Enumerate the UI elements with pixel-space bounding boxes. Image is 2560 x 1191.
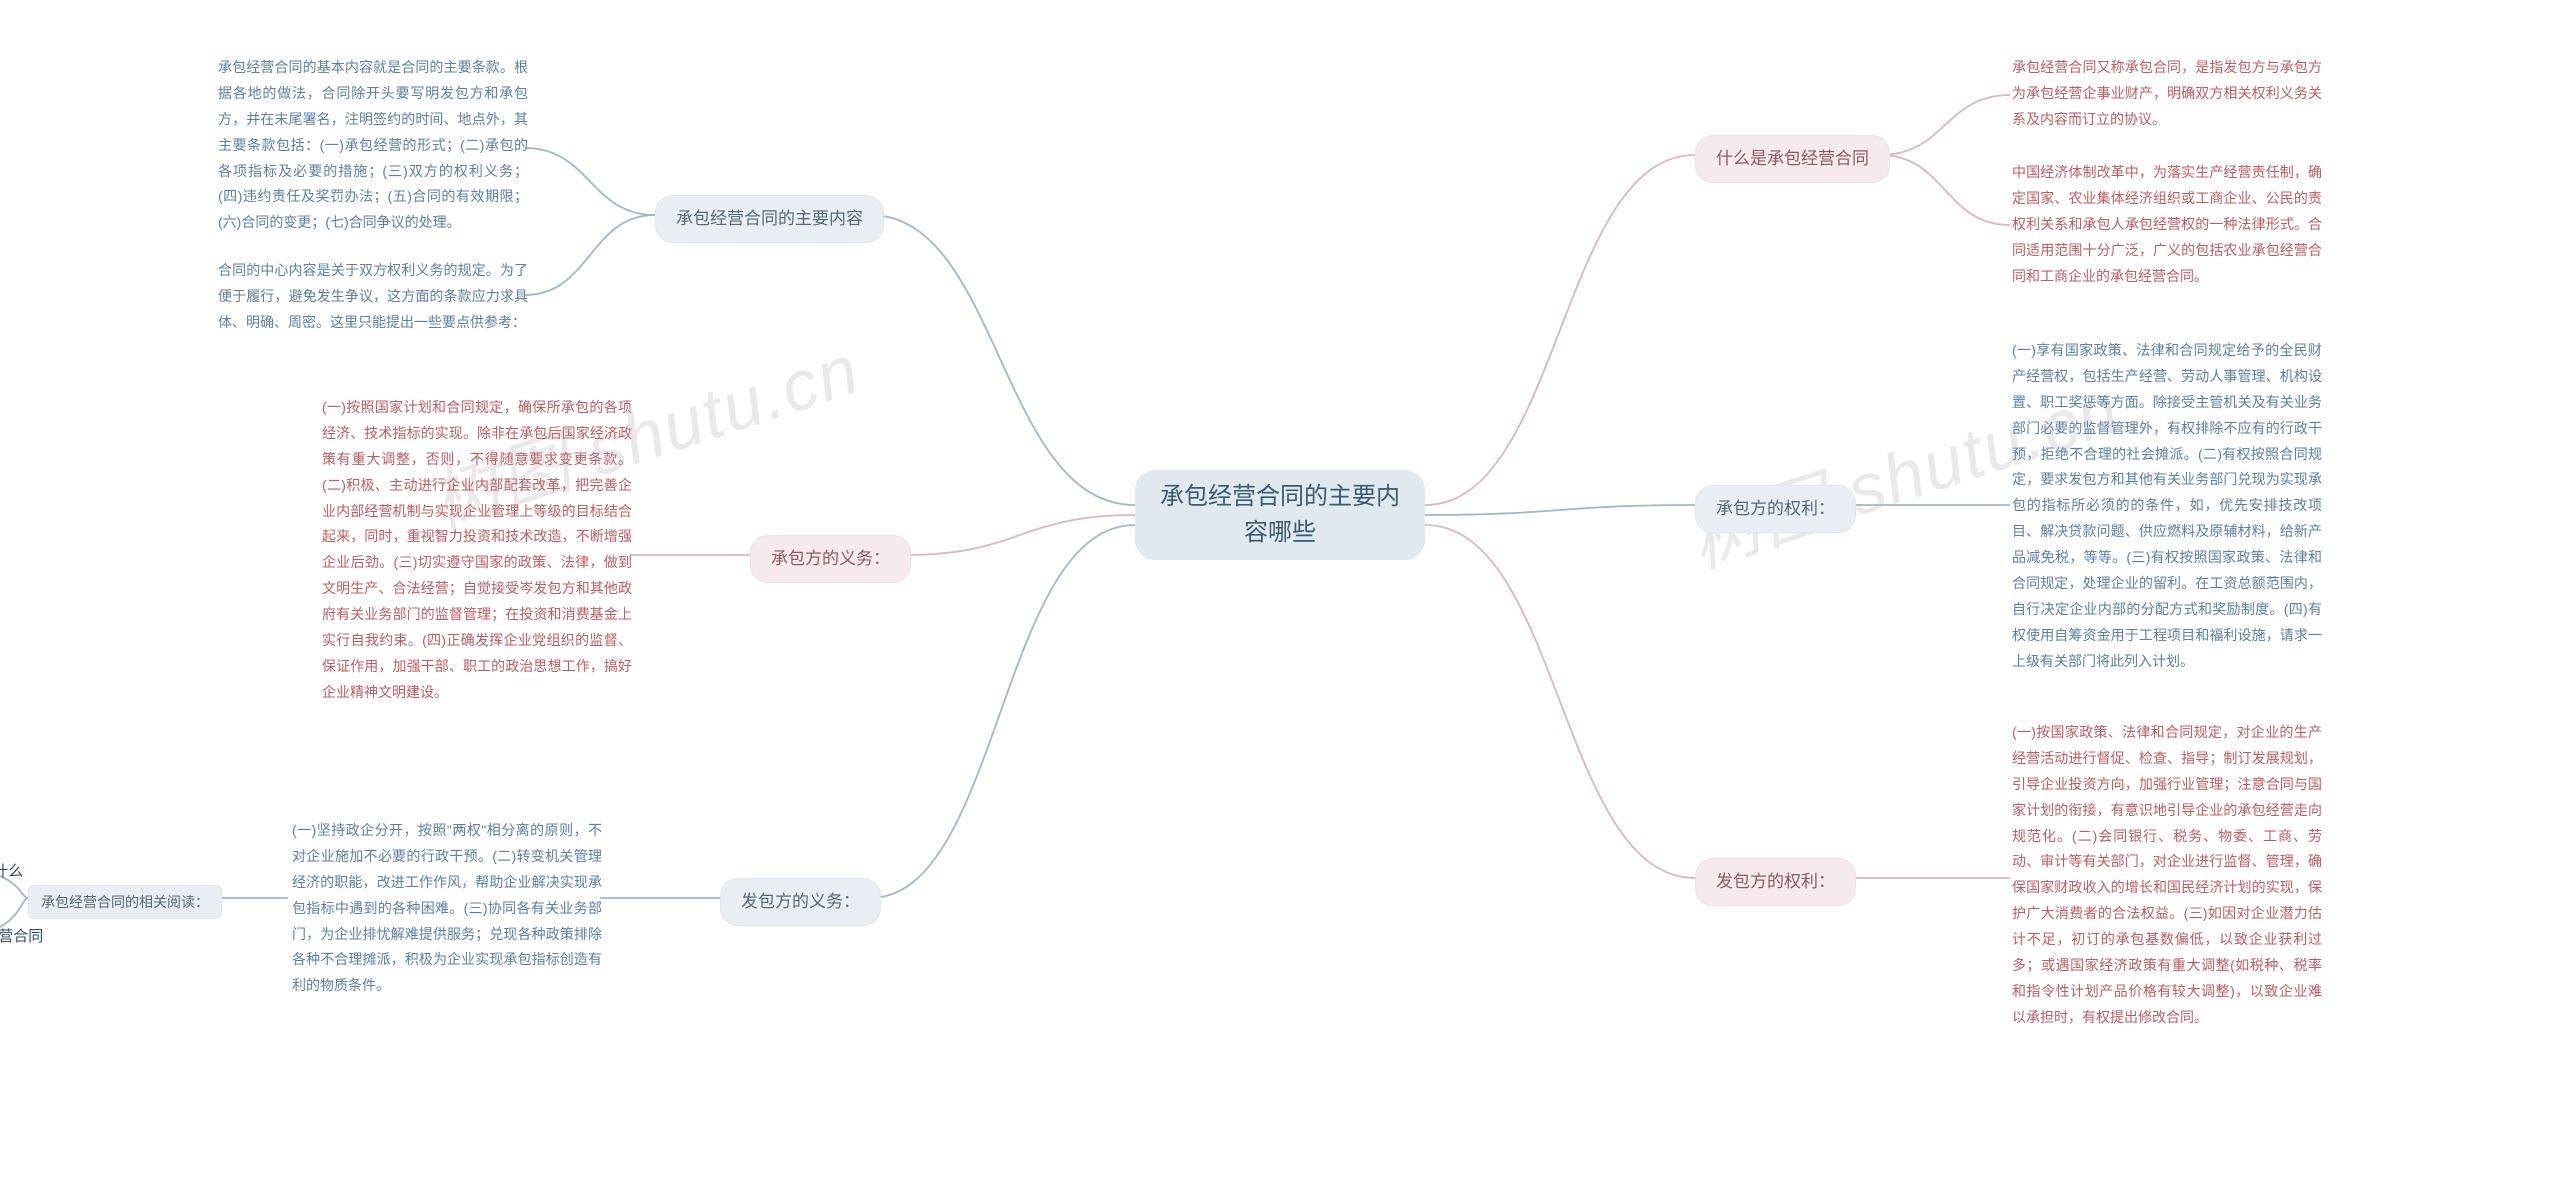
node-r2: 承包方的权利： bbox=[1695, 485, 1856, 533]
leaf-l3a1a-text: 承包经营合同的法律特征是什么 bbox=[0, 863, 23, 880]
leaf-r1a: 承包经营合同又称承包合同，是指发包方与承包方为承包经营企事业财产，明确双方相关权… bbox=[2012, 55, 2322, 133]
node-l3-label: 发包方的义务： bbox=[741, 889, 860, 915]
leaf-l3a1b-text: 如何订立承包经营合同 bbox=[0, 928, 43, 945]
leaf-l1a: 承包经营合同的基本内容就是合同的主要条款。根据各地的做法，合同除开头要写明发包方… bbox=[218, 55, 528, 236]
node-r1: 什么是承包经营合同 bbox=[1695, 135, 1890, 183]
center-node: 承包经营合同的主要内容哪些 bbox=[1135, 470, 1425, 560]
node-l3: 发包方的义务： bbox=[720, 878, 881, 926]
leaf-l3a: (一)坚持政企分开，按照"两权"相分离的原则，不对企业施加不必要的行政干预。(二… bbox=[292, 818, 602, 999]
leaf-l3a1a: ■承包经营合同的法律特征是什么 bbox=[0, 860, 23, 881]
node-r2-label: 承包方的权利： bbox=[1716, 496, 1835, 522]
leaf-r1b: 中国经济体制改革中，为落实生产经营责任制，确定国家、农业集体经济组织或工商企业、… bbox=[2012, 160, 2322, 289]
leaf-l3a1b: ■如何订立承包经营合同 bbox=[0, 925, 43, 946]
center-label: 承包经营合同的主要内容哪些 bbox=[1155, 479, 1405, 551]
leaf-r2a: (一)享有国家政策、法律和合同规定给予的全民财产经营权，包括生产经营、劳动人事管… bbox=[2012, 338, 2322, 675]
node-r3-label: 发包方的权利： bbox=[1716, 869, 1835, 895]
node-l1-label: 承包经营合同的主要内容 bbox=[676, 206, 863, 232]
node-l1: 承包经营合同的主要内容 bbox=[655, 195, 884, 243]
node-l2-label: 承包方的义务： bbox=[771, 546, 890, 572]
node-l3a1-label: 承包经营合同的相关阅读： bbox=[41, 894, 209, 910]
leaf-r3a: (一)按国家政策、法律和合同规定，对企业的生产经营活动进行督促、检查、指导；制订… bbox=[2012, 720, 2322, 1031]
node-l3a1: 承包经营合同的相关阅读： bbox=[28, 885, 222, 919]
node-r3: 发包方的权利： bbox=[1695, 858, 1856, 906]
node-r1-label: 什么是承包经营合同 bbox=[1716, 146, 1869, 172]
leaf-l1b: 合同的中心内容是关于双方权利义务的规定。为了便于履行，避免发生争议，这方面的条款… bbox=[218, 258, 528, 336]
leaf-l2a: (一)按照国家计划和合同规定，确保所承包的各项经济、技术指标的实现。除非在承包后… bbox=[322, 395, 632, 706]
node-l2: 承包方的义务： bbox=[750, 535, 911, 583]
